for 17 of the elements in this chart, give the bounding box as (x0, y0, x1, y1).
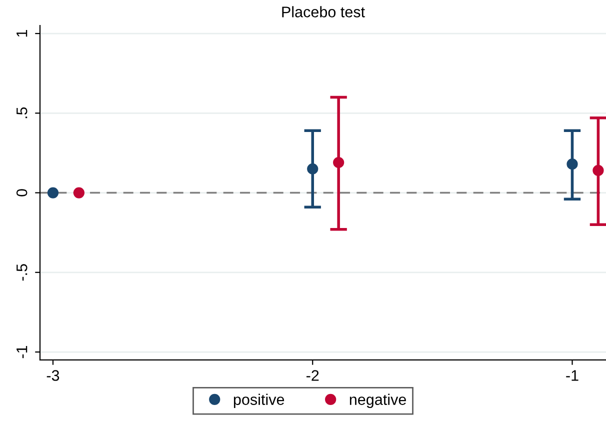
point (333, 156, 344, 168)
point (592, 164, 604, 176)
y-tick-label: 1 (16, 30, 28, 37)
legend-label: positive (234, 394, 284, 408)
y-tick-label: .5 (16, 107, 28, 118)
x-tick-label: -2 (306, 370, 319, 381)
x-tick-label: -3 (46, 370, 60, 381)
point (566, 158, 578, 170)
y-tick-label: -1 (16, 346, 28, 358)
y-tick-label: -.5 (16, 264, 28, 281)
chart-title: Placebo test (282, 6, 365, 18)
point (47, 187, 59, 198)
y-tick-label: 0 (16, 189, 28, 196)
point (73, 187, 84, 198)
x-tick-label: -1 (566, 370, 578, 381)
point (307, 163, 318, 174)
legend-label: negative (350, 394, 406, 408)
